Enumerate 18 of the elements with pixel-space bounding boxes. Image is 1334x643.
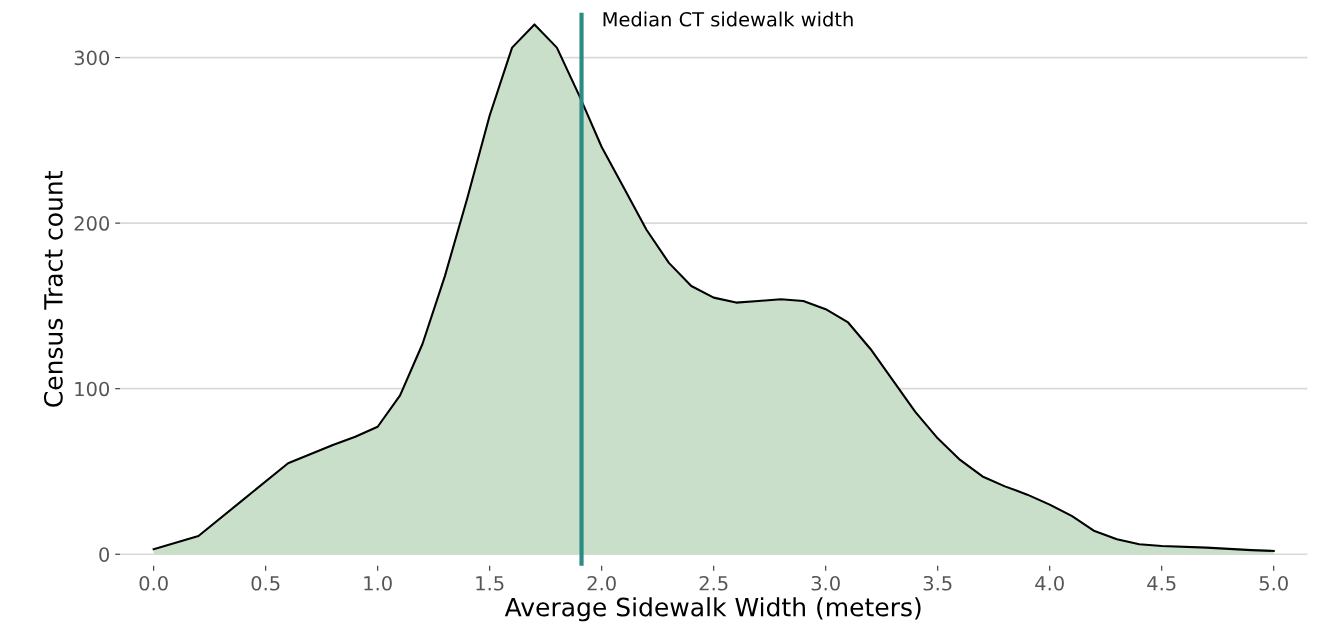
ref-line-label: Median CT sidewalk width bbox=[603, 11, 853, 27]
x-tick-label: 3.0 bbox=[811, 575, 840, 591]
x-tick-label: 5.0 bbox=[1259, 575, 1288, 591]
x-tick-label: 2.5 bbox=[699, 575, 728, 591]
x-tick-label: 4.0 bbox=[1035, 575, 1064, 591]
x-tick-label: 1.5 bbox=[476, 576, 504, 591]
x-axis-title: Average Sidewalk Width (meters) bbox=[504, 597, 921, 622]
x-tick-label: 2.0 bbox=[587, 575, 616, 591]
y-tick-label: 200 bbox=[74, 216, 110, 231]
y-tick-label: 0 bbox=[99, 547, 110, 562]
x-tick-label: 3.5 bbox=[923, 575, 952, 591]
x-tick-label: 1.0 bbox=[364, 575, 392, 591]
x-tick-label: 0.0 bbox=[139, 575, 168, 591]
x-tick-label: 0.5 bbox=[251, 575, 280, 591]
y-tick-label: 300 bbox=[74, 50, 110, 66]
y-axis-title: Census Tract count bbox=[43, 171, 63, 407]
y-tick-label: 100 bbox=[75, 381, 110, 397]
x-tick-label: 4.5 bbox=[1147, 576, 1176, 591]
